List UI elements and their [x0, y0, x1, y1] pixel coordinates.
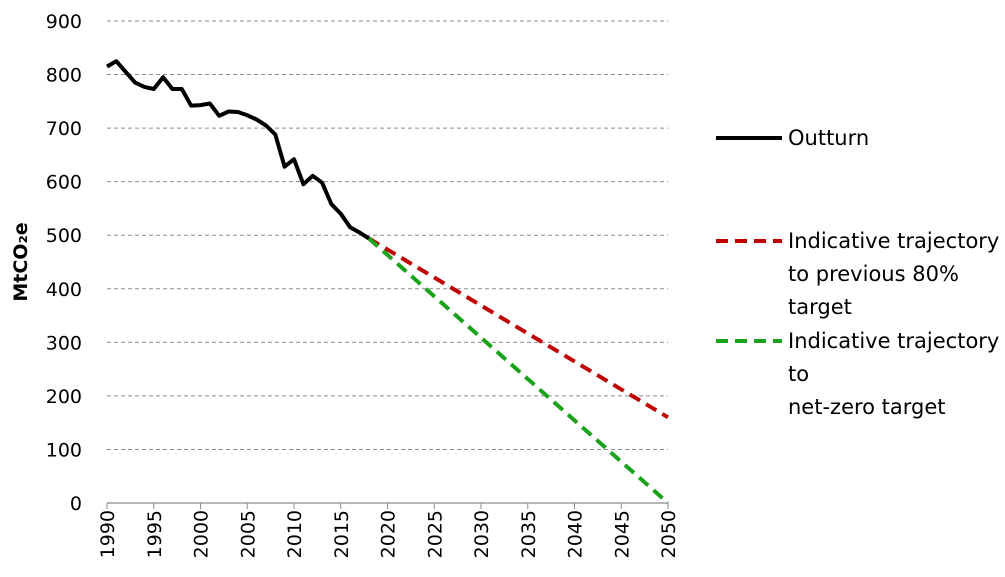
- y-tick-label: 900: [46, 11, 82, 33]
- x-tick-label: 2035: [518, 510, 540, 558]
- x-tick-label: 2010: [284, 510, 306, 558]
- x-tick-label: 2025: [424, 510, 446, 558]
- series-line-net-zero-trajectory: [367, 236, 670, 505]
- legend-label: to: [788, 362, 809, 386]
- legend-label: net-zero target: [788, 395, 946, 419]
- x-tick-label: 2000: [191, 510, 213, 558]
- y-tick-label: 0: [70, 493, 82, 515]
- y-tick-label: 400: [46, 279, 82, 301]
- x-tick-label: 2020: [378, 510, 400, 558]
- x-tick-label: 1990: [97, 510, 119, 558]
- y-tick-label: 800: [46, 65, 82, 87]
- legend-item-net-zero-trajectory: Indicative trajectory to net-zero target: [716, 329, 999, 419]
- x-tick-label: 2040: [565, 510, 587, 558]
- y-tick-label: 300: [46, 332, 82, 354]
- x-tick-labels: 1990 1995 2000 2005 2010 2015 2020 2025 2030 2035…: [97, 510, 680, 558]
- grid-lines: [107, 20, 668, 450]
- legend-label: Indicative trajectory: [788, 329, 999, 353]
- x-tick-label: 1995: [144, 510, 166, 558]
- y-tick-labels: 0 100 200 300 400 500 600 700 800 900: [46, 11, 82, 515]
- x-tick-label: 2015: [331, 510, 353, 558]
- legend-label: to previous 80%: [788, 262, 959, 286]
- y-tick-label: 500: [46, 225, 82, 247]
- legend-label: Outturn: [788, 126, 869, 150]
- y-tick-label: 700: [46, 118, 82, 140]
- x-tick-label: 2045: [611, 510, 633, 558]
- y-tick-label: 200: [46, 386, 82, 408]
- x-tick-label: 2030: [471, 510, 493, 558]
- x-tick-label: 2050: [658, 510, 680, 558]
- y-tick-label: 100: [46, 439, 82, 461]
- series-line-outturn: [106, 59, 370, 241]
- y-tick-label: 600: [46, 172, 82, 194]
- x-tick-label: 2005: [237, 510, 259, 558]
- axes: [106, 502, 669, 509]
- legend-label: target: [788, 295, 852, 319]
- legend: Outturn Indicative trajectory to previous …: [716, 126, 999, 419]
- series-line-previous-80-trajectory: [367, 236, 670, 420]
- legend-item-outturn: Outturn: [716, 126, 869, 150]
- legend-label: Indicative trajectory: [788, 229, 999, 253]
- legend-item-previous-80-trajectory: Indicative trajectory to previous 80% targ…: [716, 229, 999, 319]
- series-lines: [106, 59, 670, 505]
- y-axis-label: MtCO₂e: [10, 222, 32, 301]
